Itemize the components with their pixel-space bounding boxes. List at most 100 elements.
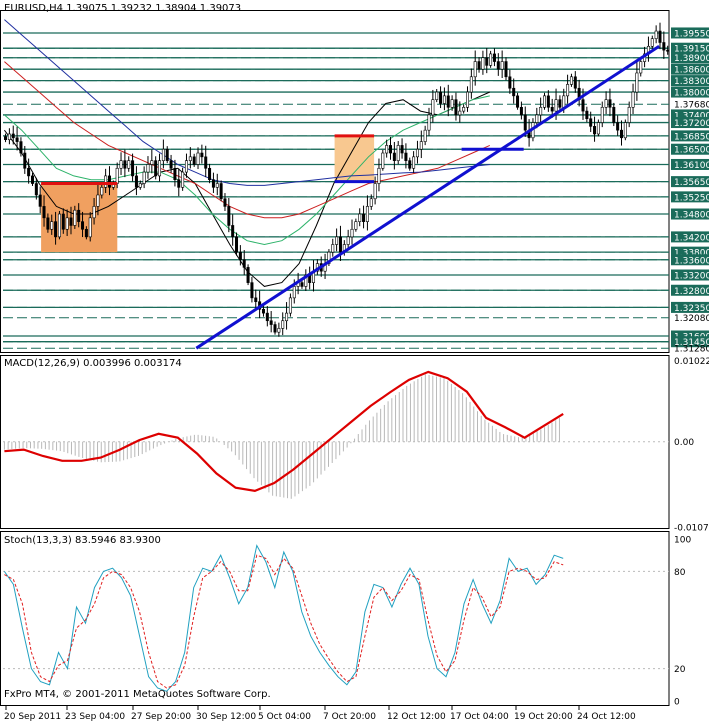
candle-body bbox=[31, 176, 33, 184]
candle-body bbox=[539, 107, 541, 115]
macd-panel[interactable]: 0.01022 0.00 -0.01076 bbox=[1, 356, 709, 534]
candle-body bbox=[651, 39, 653, 47]
candle-body bbox=[24, 153, 26, 168]
candle-body bbox=[154, 161, 156, 176]
candle-body bbox=[543, 96, 545, 107]
candle-body bbox=[359, 214, 361, 222]
candle-body bbox=[335, 237, 337, 245]
price-axis-label: 1.36500 bbox=[674, 146, 709, 156]
price-panel[interactable]: 1.395501.391501.389001.386001.383001.380… bbox=[1, 11, 709, 355]
candle-body bbox=[89, 218, 91, 237]
candle-body bbox=[274, 325, 276, 333]
candle-body bbox=[566, 84, 568, 95]
candle-body bbox=[27, 168, 29, 176]
time-axis-label: 7 Oct 20:00 bbox=[323, 712, 376, 722]
candle-body bbox=[162, 149, 164, 160]
candle-body bbox=[108, 176, 110, 187]
candle-body bbox=[370, 199, 372, 207]
macd-axis-label: 0.00 bbox=[674, 438, 694, 448]
candle-body bbox=[382, 153, 384, 168]
time-axis-label: 5 Oct 04:00 bbox=[258, 712, 311, 722]
candle-body bbox=[212, 180, 214, 188]
time-axis-label: 17 Oct 04:00 bbox=[450, 712, 509, 722]
candle-body bbox=[455, 100, 457, 115]
candle-body bbox=[416, 149, 418, 157]
candle-body bbox=[120, 161, 122, 169]
price-axis-label: 1.31280 bbox=[674, 345, 709, 355]
price-axis-label: 1.38000 bbox=[674, 89, 709, 99]
candle-body bbox=[166, 149, 168, 160]
macd-axis-label: -0.01076 bbox=[674, 524, 709, 534]
candle-body bbox=[47, 218, 49, 229]
price-axis-label: 1.39550 bbox=[674, 29, 709, 39]
candle-body bbox=[520, 107, 522, 115]
candle-body bbox=[62, 214, 64, 229]
candle-body bbox=[486, 58, 488, 66]
candle-body bbox=[436, 92, 438, 100]
candle-body bbox=[497, 62, 499, 70]
candle-body bbox=[586, 111, 588, 119]
macd-axis-label: 0.01022 bbox=[674, 357, 709, 367]
candle-body bbox=[255, 298, 257, 302]
candle-body bbox=[536, 115, 538, 123]
candle-body bbox=[228, 206, 230, 225]
stoch-signal-line bbox=[4, 555, 563, 688]
price-axis-label: 1.35650 bbox=[674, 178, 709, 188]
candle-body bbox=[666, 50, 668, 51]
candle-body bbox=[478, 62, 480, 70]
candle-body bbox=[613, 107, 615, 122]
candle-body bbox=[339, 237, 341, 252]
candle-body bbox=[351, 229, 353, 237]
candle-body bbox=[555, 100, 557, 111]
stoch-axis-label: 20 bbox=[674, 665, 686, 675]
candle-body bbox=[355, 222, 357, 230]
candle-body bbox=[235, 237, 237, 252]
candle-body bbox=[43, 206, 45, 217]
candle-body bbox=[151, 161, 153, 165]
candle-body bbox=[278, 328, 280, 332]
candle-body bbox=[620, 130, 622, 138]
candle-body bbox=[505, 62, 507, 77]
candle-body bbox=[443, 96, 445, 104]
price-axis-label: 1.32080 bbox=[674, 314, 709, 324]
stoch-axis-label: 0 bbox=[674, 698, 680, 708]
candle-body bbox=[524, 115, 526, 130]
candle-body bbox=[447, 96, 449, 107]
candle-body bbox=[589, 119, 591, 127]
candle-body bbox=[570, 77, 572, 85]
candle-body bbox=[185, 161, 187, 172]
price-axis-label: 1.32350 bbox=[674, 304, 709, 314]
candle-body bbox=[224, 199, 226, 207]
candle-body bbox=[593, 126, 595, 134]
price-axis-label: 1.33600 bbox=[674, 256, 709, 266]
time-axis-label: 19 Oct 20:00 bbox=[514, 712, 573, 722]
stoch-panel-title: Stoch(13,3,3) 83.5946 83.9300 bbox=[4, 535, 161, 546]
candle-body bbox=[474, 62, 476, 77]
candle-body bbox=[124, 161, 126, 169]
candle-body bbox=[405, 153, 407, 161]
candle-body bbox=[93, 206, 95, 217]
price-panel-title: EURUSD,H4 1.39075 1.39232 1.38904 1.3907… bbox=[4, 3, 241, 14]
candle-body bbox=[459, 111, 461, 115]
macd-panel-title: MACD(12,26,9) 0.003996 0.003174 bbox=[4, 358, 182, 369]
candle-body bbox=[624, 123, 626, 138]
candle-body bbox=[547, 96, 549, 107]
price-axis-label: 1.32800 bbox=[674, 287, 709, 297]
candle-body bbox=[482, 58, 484, 69]
price-axis-label: 1.37680 bbox=[674, 101, 709, 111]
candle-body bbox=[116, 168, 118, 183]
candle-body bbox=[466, 92, 468, 107]
candle-body bbox=[293, 286, 295, 297]
candle-body bbox=[81, 222, 83, 230]
candle-body bbox=[563, 96, 565, 107]
candle-body bbox=[509, 77, 511, 88]
candle-body bbox=[559, 100, 561, 108]
candle-body bbox=[574, 77, 576, 88]
candle-body bbox=[347, 237, 349, 245]
candle-body bbox=[493, 54, 495, 62]
price-axis-label: 1.38600 bbox=[674, 66, 709, 76]
price-axis-label: 1.37200 bbox=[674, 119, 709, 129]
candle-body bbox=[197, 153, 199, 164]
candle-body bbox=[101, 187, 103, 195]
